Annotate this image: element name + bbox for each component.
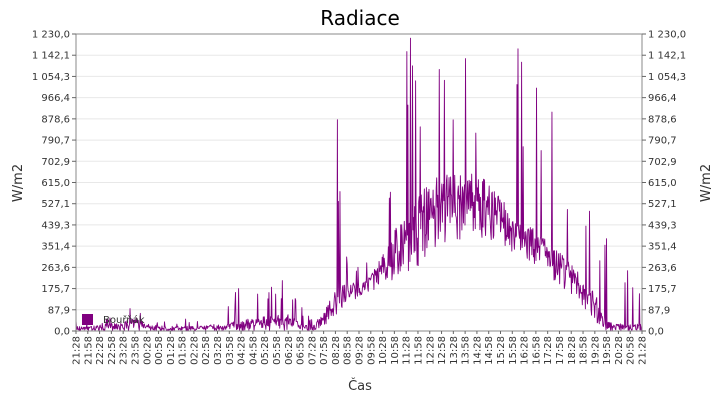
x-tick-label: 05:58: [272, 336, 283, 365]
x-tick-label: 21:28: [72, 336, 83, 365]
y-tick-label-left: 878,6: [41, 114, 70, 125]
x-tick-label: 02:58: [201, 336, 212, 365]
y-tick-label-left: 439,3: [41, 220, 70, 231]
x-tick-label: 19:58: [602, 336, 613, 365]
x-tick-label: 07:58: [319, 336, 330, 365]
x-tick-label: 16:58: [531, 336, 542, 365]
x-tick-label: 04:58: [248, 336, 259, 365]
x-tick-label: 01:28: [166, 336, 177, 365]
y-tick-label-right: 439,3: [648, 220, 677, 231]
x-tick-label: 01:58: [178, 336, 189, 365]
x-tick-label: 18:58: [579, 336, 590, 365]
legend-swatch: [82, 314, 93, 325]
x-tick-label: 13:58: [461, 336, 472, 365]
x-tick-label: 06:58: [296, 336, 307, 365]
x-tick-label: 00:28: [142, 336, 153, 365]
x-axis-label: Čas: [348, 378, 372, 394]
x-tick-label: 08:28: [331, 336, 342, 365]
x-tick-label: 09:58: [366, 336, 377, 365]
x-tick-label: 20:28: [614, 336, 625, 365]
x-tick-label: 18:28: [567, 336, 578, 365]
chart-title: Radiace: [320, 6, 400, 30]
x-tick-label: 10:58: [390, 336, 401, 365]
x-tick-label: 17:58: [555, 336, 566, 365]
x-tick-label: 02:28: [189, 336, 200, 365]
y-tick-label-left: 1 142,1: [32, 51, 70, 62]
x-tick-label: 06:28: [284, 336, 295, 365]
x-tick-label: 21:58: [83, 336, 94, 365]
y-tick-label-left: 175,7: [41, 284, 70, 295]
y-tick-label-right: 966,4: [648, 93, 677, 104]
x-tick-label: 17:28: [543, 336, 554, 365]
y-tick-label-left: 1 230,0: [32, 30, 70, 41]
series-area: [75, 37, 643, 332]
x-tick-label: 12:28: [425, 336, 436, 365]
series-line: [75, 37, 643, 332]
x-tick-label: 04:28: [237, 336, 248, 365]
x-tick-label: 15:28: [496, 336, 507, 365]
y-tick-label-right: 790,7: [648, 136, 677, 147]
x-tick-label: 09:28: [355, 336, 366, 365]
x-tick-label: 19:28: [590, 336, 601, 365]
x-tick-label: 00:58: [154, 336, 165, 365]
x-tick-label: 08:58: [343, 336, 354, 365]
x-tick-label: 14:28: [472, 336, 483, 365]
x-tick-label: 20:58: [626, 336, 637, 365]
y-tick-label-left: 1 054,3: [32, 72, 70, 83]
y-tick-label-right: 1 230,0: [648, 30, 686, 41]
y-axis-left: 0,0 87,9 175,7 263,6 351,4 439,3 527,1 615,0 702…: [32, 30, 76, 338]
x-tick-label: 13:28: [449, 336, 460, 365]
y-tick-label-right: 0,0: [648, 327, 664, 338]
x-tick-label: 12:58: [437, 336, 448, 365]
y-tick-label-left: 351,4: [41, 242, 70, 253]
x-tick-label: 23:28: [119, 336, 130, 365]
y-tick-label-left: 0,0: [54, 327, 70, 338]
legend-label: Bouřňák: [103, 314, 145, 326]
x-tick-label: 10:28: [378, 336, 389, 365]
y-tick-label-right: 702,9: [648, 157, 677, 168]
y-tick-label-right: 263,6: [648, 263, 677, 274]
y-tick-label-left: 790,7: [41, 136, 70, 147]
y-tick-label-right: 1 054,3: [648, 72, 686, 83]
y-tick-label-right: 351,4: [648, 242, 677, 253]
x-tick-label: 03:28: [213, 336, 224, 365]
y-tick-label-left: 263,6: [41, 263, 70, 274]
x-tick-label: 16:28: [520, 336, 531, 365]
y-tick-label-right: 878,6: [648, 114, 677, 125]
y-tick-label-right: 615,0: [648, 178, 677, 189]
x-tick-label: 03:58: [225, 336, 236, 365]
x-tick-label: 11:28: [402, 336, 413, 365]
x-tick-label: 15:58: [508, 336, 519, 365]
y-axis-label-left: W/m2: [11, 164, 26, 202]
y-axis-label-right: W/m2: [699, 164, 714, 202]
y-tick-label-left: 87,9: [48, 305, 70, 316]
y-tick-label-left: 966,4: [41, 93, 70, 104]
x-tick-label: 21:28: [638, 336, 649, 365]
y-tick-label-left: 702,9: [41, 157, 70, 168]
x-axis: 21:28 21:58 22:28 22:58 23:28 23:58 00:28 00:58…: [72, 331, 649, 365]
y-tick-label-left: 527,1: [41, 199, 70, 210]
x-tick-label: 23:58: [130, 336, 141, 365]
x-tick-label: 11:58: [413, 336, 424, 365]
x-tick-label: 22:58: [107, 336, 118, 365]
x-tick-label: 22:28: [95, 336, 106, 365]
x-tick-label: 07:28: [307, 336, 318, 365]
y-tick-label-right: 175,7: [648, 284, 677, 295]
x-tick-label: 05:28: [260, 336, 271, 365]
y-tick-label-right: 1 142,1: [648, 51, 686, 62]
y-tick-label-right: 87,9: [648, 305, 670, 316]
x-tick-label: 14:58: [484, 336, 495, 365]
y-axis-right: 0,0 87,9 175,7 263,6 351,4 439,3 527,1 615,0 702…: [642, 30, 686, 338]
y-tick-label-right: 527,1: [648, 199, 677, 210]
legend: Bouřňák: [82, 314, 145, 326]
y-tick-label-left: 615,0: [41, 178, 70, 189]
